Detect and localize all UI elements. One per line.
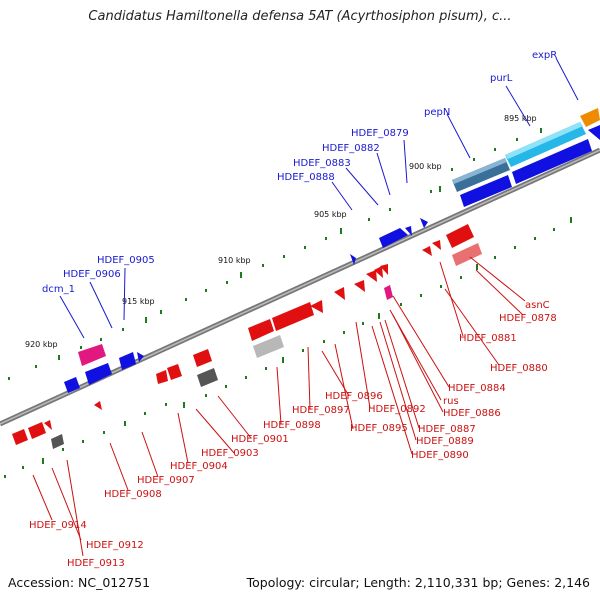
- gene-label-hdef-0878: HDEF_0878: [499, 313, 557, 324]
- gene-label-hdef-0892: HDEF_0892: [368, 404, 426, 415]
- kbp-label: 900 kbp: [409, 162, 442, 171]
- kbp-label: 895 kbp: [504, 114, 537, 123]
- gene-label-hdef-0896: HDEF_0896: [325, 391, 383, 402]
- lower-leaders: [32, 256, 526, 557]
- gene-label-hdef-0887: HDEF_0887: [418, 424, 476, 435]
- gene-label-hdef-0881: HDEF_0881: [459, 333, 517, 344]
- gene-label-purl: purL: [490, 73, 513, 84]
- gene-label-hdef-0897: HDEF_0897: [292, 405, 350, 416]
- gene-label-asnc: asnC: [525, 300, 550, 311]
- gene-label-hdef-0882: HDEF_0882: [322, 143, 380, 154]
- accession-text: Accession: NC_012751: [8, 575, 151, 590]
- gene-label-expr: expR: [532, 50, 557, 61]
- scale-ticks: [4, 128, 572, 478]
- gene-label-hdef-0879: HDEF_0879: [351, 128, 409, 139]
- gene-label-hdef-0905: HDEF_0905: [97, 255, 155, 266]
- gene-label-hdef-0883: HDEF_0883: [293, 158, 351, 169]
- map-title: Candidatus Hamiltonella defensa 5AT (Acy…: [88, 9, 512, 24]
- kbp-label: 905 kbp: [314, 210, 347, 219]
- kbp-label: 920 kbp: [25, 340, 58, 349]
- gene-label-hdef-0888: HDEF_0888: [277, 172, 335, 183]
- gene-label-hdef-0912: HDEF_0912: [86, 540, 144, 551]
- kbp-label: 910 kbp: [218, 256, 251, 265]
- gene-label-hdef-0908: HDEF_0908: [104, 489, 162, 500]
- gene-label-hdef-0889: HDEF_0889: [416, 436, 474, 447]
- gene-label-hdef-0904: HDEF_0904: [170, 461, 228, 472]
- gene-label-hdef-0913: HDEF_0913: [67, 558, 125, 569]
- gene-label-hdef-0903: HDEF_0903: [201, 448, 259, 459]
- gene-label-hdef-0901: HDEF_0901: [231, 434, 289, 445]
- gene-label-hdef-0890: HDEF_0890: [411, 450, 469, 461]
- reverse-genes: [12, 224, 482, 449]
- gene-label-hdef-0884: HDEF_0884: [448, 383, 506, 394]
- gene-label-rus: rus: [443, 396, 459, 407]
- gene-label-hdef-0906: HDEF_0906: [63, 269, 121, 280]
- gene-label-hdef-0886: HDEF_0886: [443, 408, 501, 419]
- gene-label-hdef-0880: HDEF_0880: [490, 363, 548, 374]
- upper-leaders: [59, 57, 579, 339]
- gene-label-dcm-1: dcm_1: [42, 284, 75, 295]
- gene-label-hdef-0914: HDEF_0914: [29, 520, 87, 531]
- kbp-label: 915 kbp: [122, 297, 155, 306]
- topology-text: Topology: circular; Length: 2,110,331 bp…: [246, 575, 590, 590]
- gene-label-hdef-0907: HDEF_0907: [137, 475, 195, 486]
- forward-genes: [64, 108, 600, 393]
- gene-label-hdef-0895: HDEF_0895: [350, 423, 408, 434]
- gene-label-hdef-0898: HDEF_0898: [263, 420, 321, 431]
- gene-label-pepn: pepN: [424, 107, 450, 118]
